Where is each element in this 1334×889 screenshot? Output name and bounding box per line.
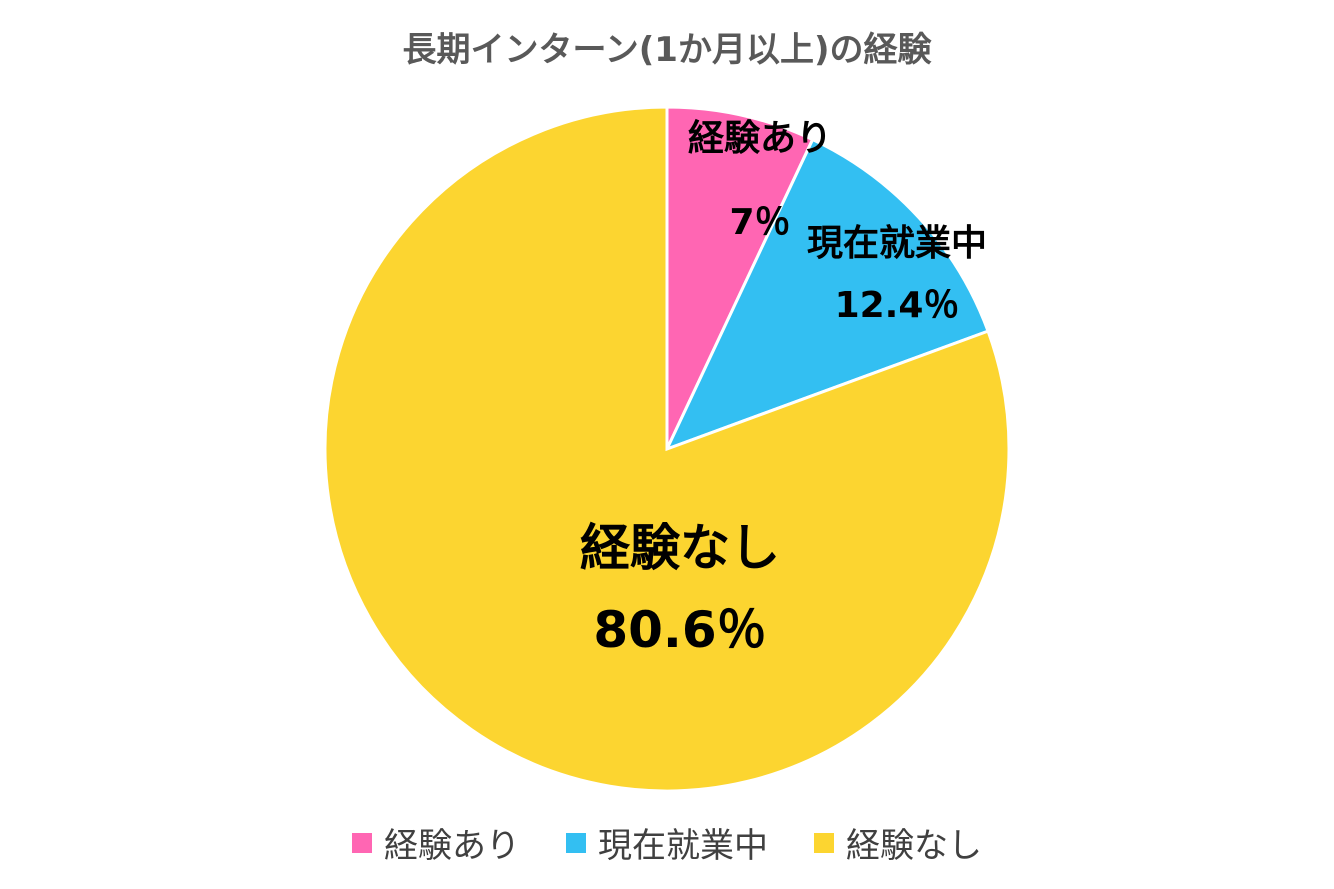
slice-label-currently-working: 現在就業中 12.4％ (807, 223, 987, 326)
legend-label-experienced: 経験あり (384, 826, 520, 866)
legend-swatch-experienced (352, 832, 372, 853)
legend-item-no-experience: 経験なし (814, 818, 982, 867)
slice-experienced (665, 105, 815, 450)
slice-currently-working (664, 137, 990, 452)
legend: 経験あり 現在就業中 経験なし (0, 818, 1334, 867)
slice-no-experience (323, 105, 1011, 793)
slice-label-no-experience: 経験なし 80.6％ (580, 519, 780, 659)
legend-label-currently-working: 現在就業中 (598, 826, 768, 866)
legend-label-no-experience: 経験なし (846, 826, 982, 866)
legend-item-currently-working: 現在就業中 (566, 818, 768, 867)
legend-item-experienced: 経験あり (352, 818, 520, 867)
legend-swatch-no-experience (814, 832, 834, 853)
chart-title: 長期インターン(1か月以上)の経験 (402, 30, 932, 70)
legend-swatch-currently-working (566, 832, 586, 853)
slice-label-experienced: 経験あり 7％ (688, 118, 832, 243)
